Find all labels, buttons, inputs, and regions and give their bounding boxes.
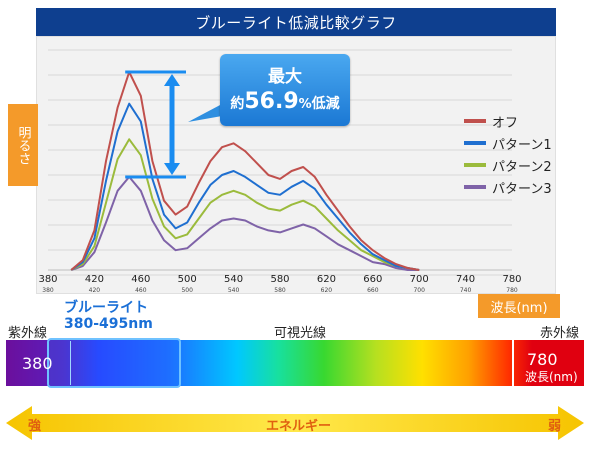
- x-minor-tick-label: 380: [42, 287, 54, 294]
- x-tick-label: 740: [456, 274, 475, 285]
- x-tick-label: 420: [85, 274, 104, 285]
- x-minor-tick-label: 500: [181, 287, 193, 294]
- x-tick-label: 460: [131, 274, 150, 285]
- callout-line1: 最大: [268, 67, 302, 87]
- legend-swatch: [464, 163, 486, 167]
- legend-label: オフ: [492, 115, 519, 131]
- callout-percent: %: [298, 97, 312, 112]
- legend-swatch: [464, 185, 486, 189]
- x-minor-tick-label: 700: [413, 287, 425, 294]
- legend: オフパターン1 パターン2 パターン3: [464, 110, 552, 198]
- callout-value: 56.9: [244, 89, 299, 114]
- x-tick-label: 380: [38, 274, 57, 285]
- reduction-arrow-head-down: [164, 162, 180, 175]
- chart-title: ブルーライト低減比較グラフ: [36, 8, 556, 36]
- legend-label: パターン1: [492, 137, 552, 153]
- callout-line2: 約56.9%低減: [220, 89, 350, 114]
- spectrum-divider: [512, 340, 514, 386]
- x-minor-tick-label: 660: [367, 287, 379, 294]
- spectrum-end-number: 780: [527, 350, 558, 369]
- legend-swatch: [464, 141, 486, 145]
- callout-suffix: 低減: [311, 96, 340, 112]
- callout-prefix: 約: [230, 96, 245, 112]
- x-tick-label: 700: [410, 274, 429, 285]
- x-axis-unit: 波長(nm): [478, 294, 560, 318]
- x-tick-label: 620: [317, 274, 336, 285]
- energy-arrow: [6, 406, 584, 440]
- blue-light-name: ブルーライト: [64, 300, 148, 316]
- uv-label: 紫外線: [8, 326, 48, 341]
- callout-pointer: [188, 104, 222, 122]
- x-minor-tick-label: 780: [506, 287, 518, 294]
- spectrum-start-number: 380: [22, 354, 53, 373]
- legend-item: パターン1: [464, 132, 552, 154]
- x-tick-label: 500: [178, 274, 197, 285]
- x-minor-tick-label: 420: [89, 287, 101, 294]
- x-minor-tick-label: 740: [460, 287, 472, 294]
- x-tick-label: 660: [363, 274, 382, 285]
- legend-item: パターン2: [464, 154, 552, 176]
- y-axis-label: 明るさ: [8, 104, 38, 186]
- ir-label: 赤外線: [540, 326, 580, 341]
- blue-band-inner-line: [70, 341, 71, 385]
- spectrum-bar: [6, 340, 584, 386]
- legend-label: パターン2: [492, 159, 552, 175]
- blue-light-band-label: ブルーライト 380-495nm: [64, 300, 153, 332]
- x-minor-tick-label: 460: [135, 287, 147, 294]
- blue-light-highlight: [47, 338, 181, 388]
- reduction-callout: 最大 約56.9%低減: [220, 54, 350, 126]
- legend-item: オフ: [464, 110, 552, 132]
- blue-light-range: 380-495nm: [64, 316, 153, 332]
- x-tick-label: 540: [224, 274, 243, 285]
- legend-swatch: [464, 119, 486, 123]
- spectrum-end-unit: 波長(nm): [525, 370, 578, 384]
- legend-label: パターン3: [492, 181, 552, 197]
- x-tick-label: 580: [270, 274, 289, 285]
- visible-light-label: 可視光線: [274, 326, 327, 341]
- series-line-2: [70, 102, 420, 271]
- legend-item: パターン3: [464, 176, 552, 198]
- x-minor-tick-label: 540: [228, 287, 240, 294]
- series-line-4: [70, 175, 420, 271]
- reduction-arrow-head-up: [164, 74, 180, 86]
- series-line-3: [70, 138, 420, 271]
- x-minor-tick-label: 620: [321, 287, 333, 294]
- x-tick-label: 780: [502, 274, 521, 285]
- x-minor-tick-label: 580: [274, 287, 286, 294]
